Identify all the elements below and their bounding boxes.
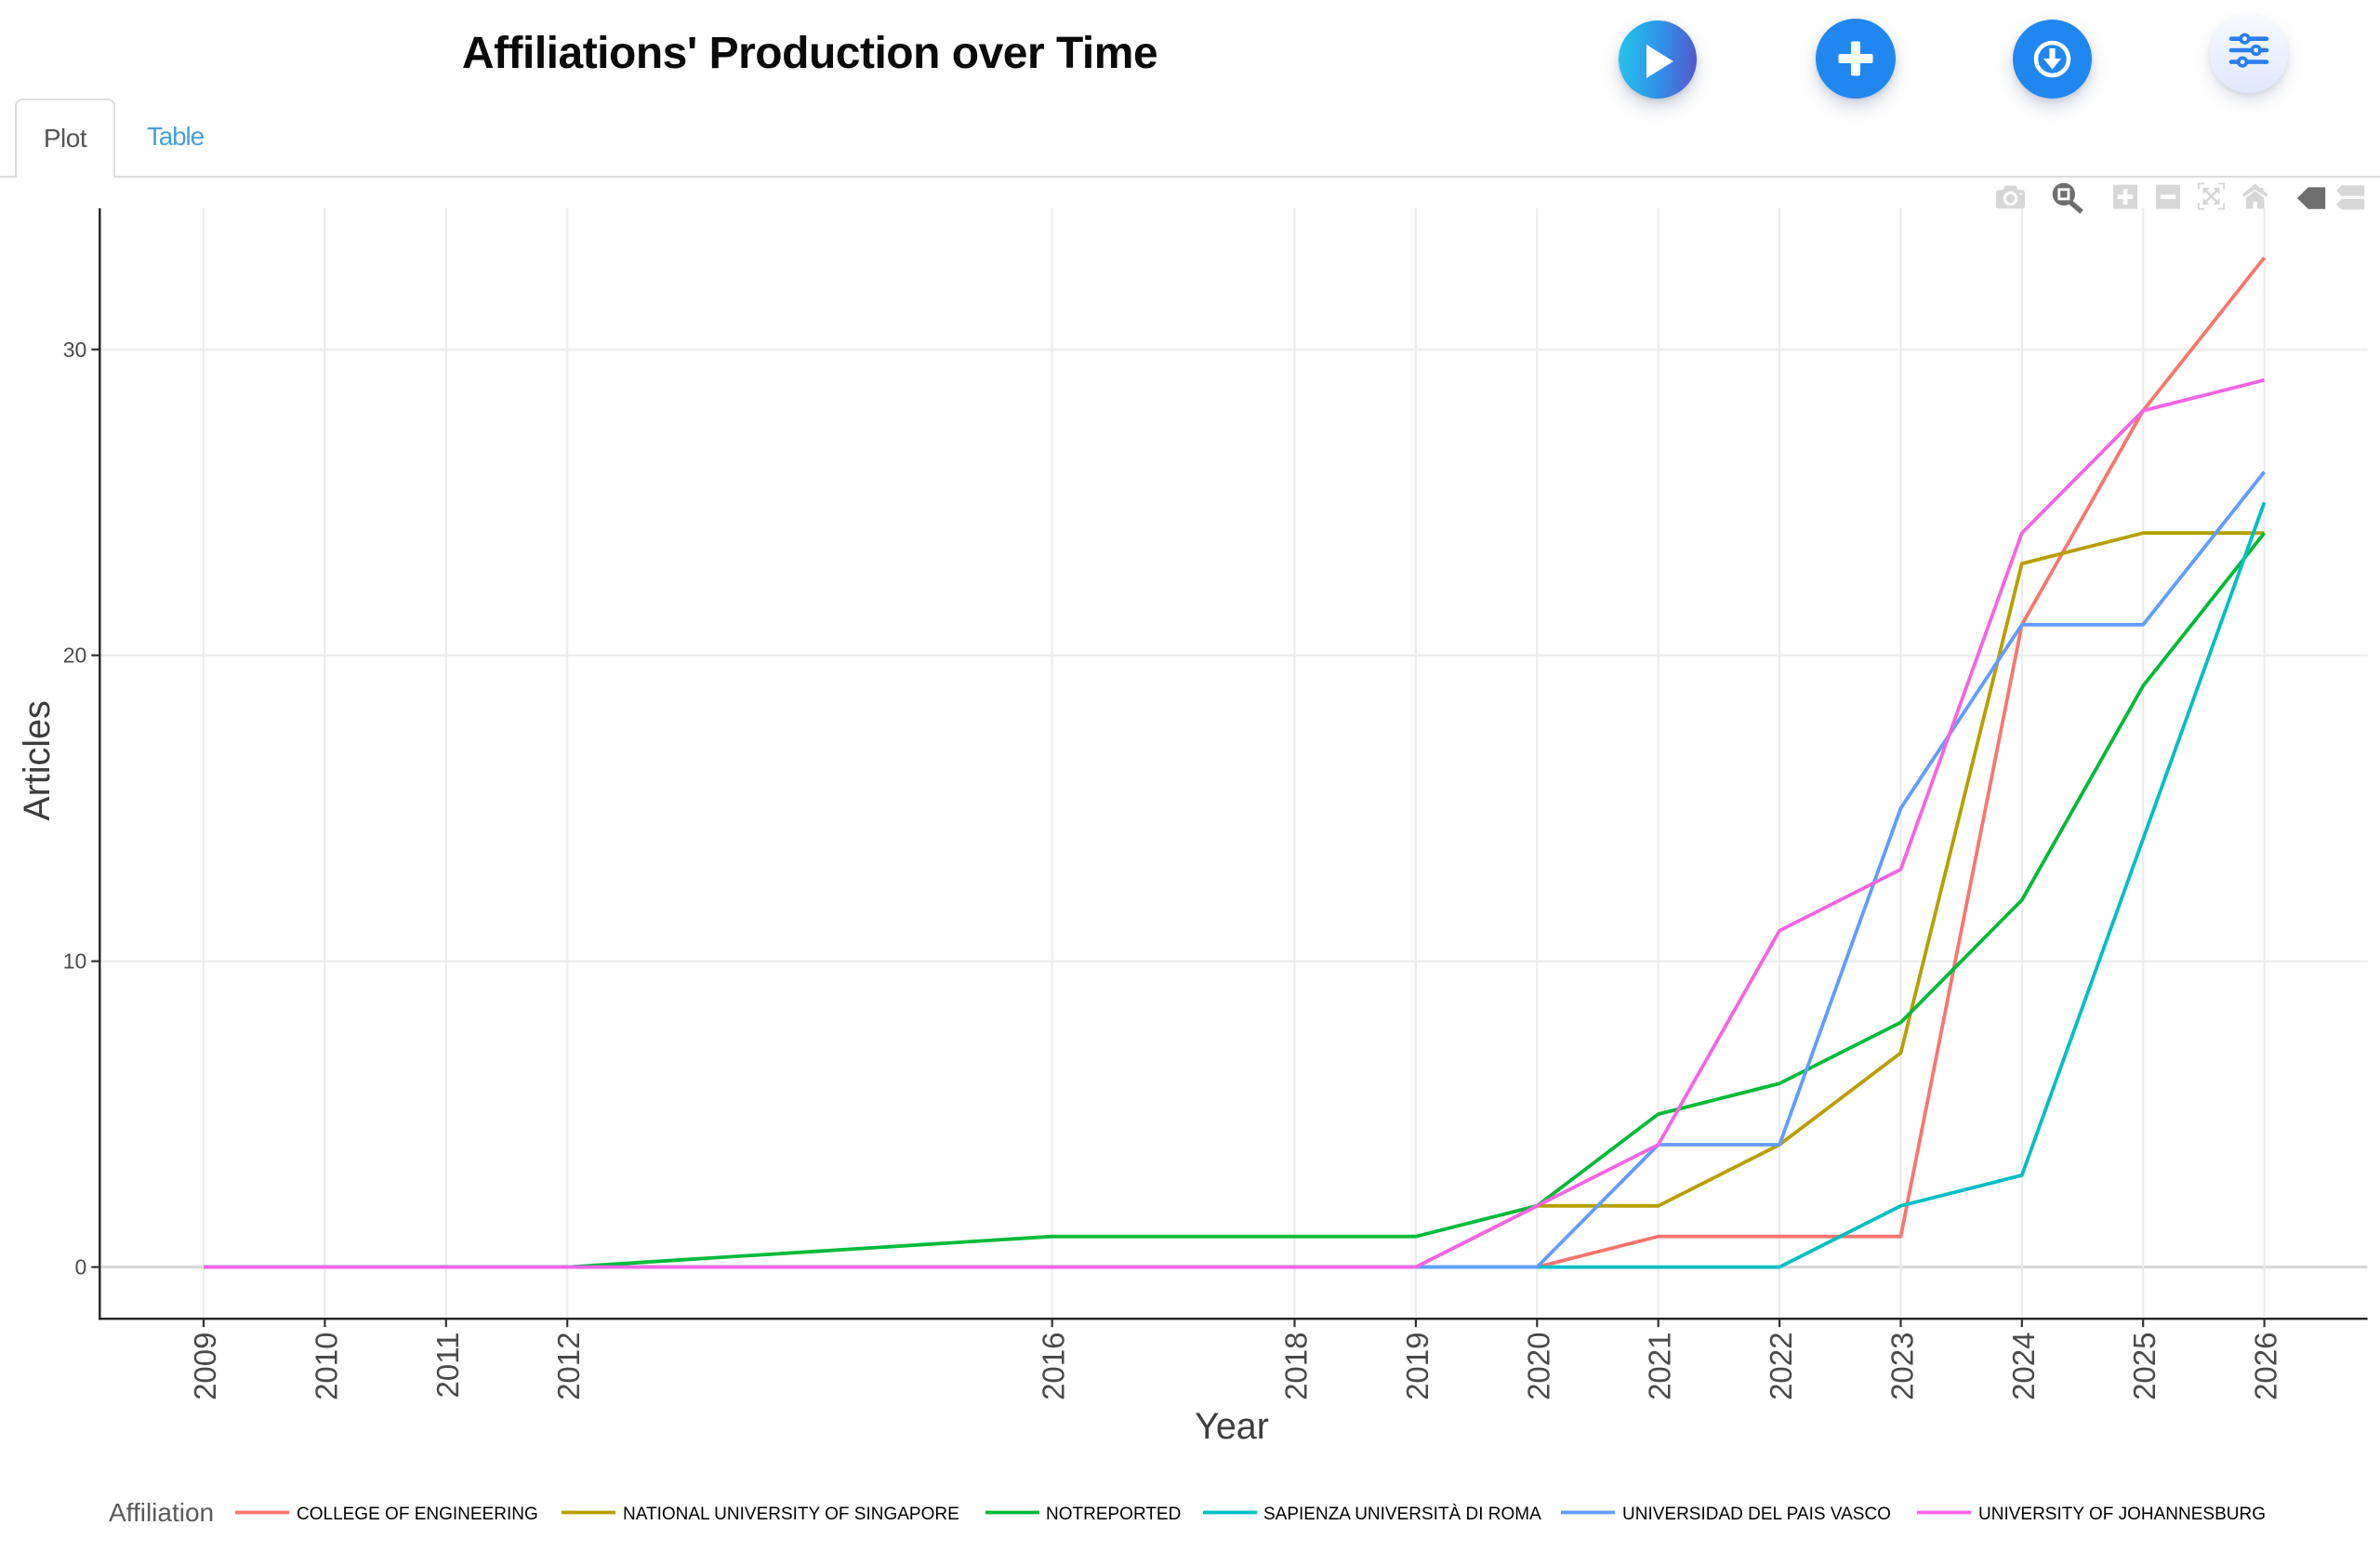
svg-text:10: 10 — [63, 949, 87, 974]
svg-text:Articles: Articles — [17, 700, 58, 821]
svg-text:UNIVERSIDAD DEL PAIS VASCO: UNIVERSIDAD DEL PAIS VASCO — [1622, 1505, 1891, 1524]
svg-text:NOTREPORTED: NOTREPORTED — [1046, 1505, 1181, 1524]
svg-text:UNIVERSITY OF JOHANNESBURG: UNIVERSITY OF JOHANNESBURG — [1978, 1505, 2266, 1524]
svg-text:2023: 2023 — [1885, 1333, 1920, 1400]
svg-text:2022: 2022 — [1764, 1333, 1798, 1400]
svg-text:2021: 2021 — [1643, 1333, 1677, 1400]
svg-text:20: 20 — [63, 643, 87, 668]
svg-text:COLLEGE OF ENGINEERING: COLLEGE OF ENGINEERING — [297, 1505, 538, 1524]
svg-text:2026: 2026 — [2249, 1333, 2283, 1400]
svg-text:2011: 2011 — [430, 1333, 465, 1399]
svg-text:2020: 2020 — [1521, 1333, 1555, 1400]
svg-text:2018: 2018 — [1279, 1333, 1314, 1400]
svg-text:0: 0 — [75, 1255, 87, 1280]
svg-text:2010: 2010 — [309, 1333, 343, 1400]
svg-text:2009: 2009 — [188, 1333, 222, 1400]
svg-text:2012: 2012 — [551, 1333, 586, 1400]
svg-text:30: 30 — [63, 338, 87, 362]
svg-text:Year: Year — [1195, 1406, 1269, 1447]
svg-text:2025: 2025 — [2127, 1333, 2162, 1400]
svg-text:2016: 2016 — [1037, 1333, 1071, 1400]
svg-text:NATIONAL UNIVERSITY OF SINGAPO: NATIONAL UNIVERSITY OF SINGAPORE — [623, 1505, 959, 1524]
svg-text:2019: 2019 — [1400, 1333, 1435, 1400]
svg-text:2024: 2024 — [2006, 1333, 2041, 1400]
svg-text:SAPIENZA UNIVERSITÀ DI ROMA: SAPIENZA UNIVERSITÀ DI ROMA — [1263, 1505, 1541, 1524]
svg-text:Affiliation: Affiliation — [109, 1498, 214, 1527]
